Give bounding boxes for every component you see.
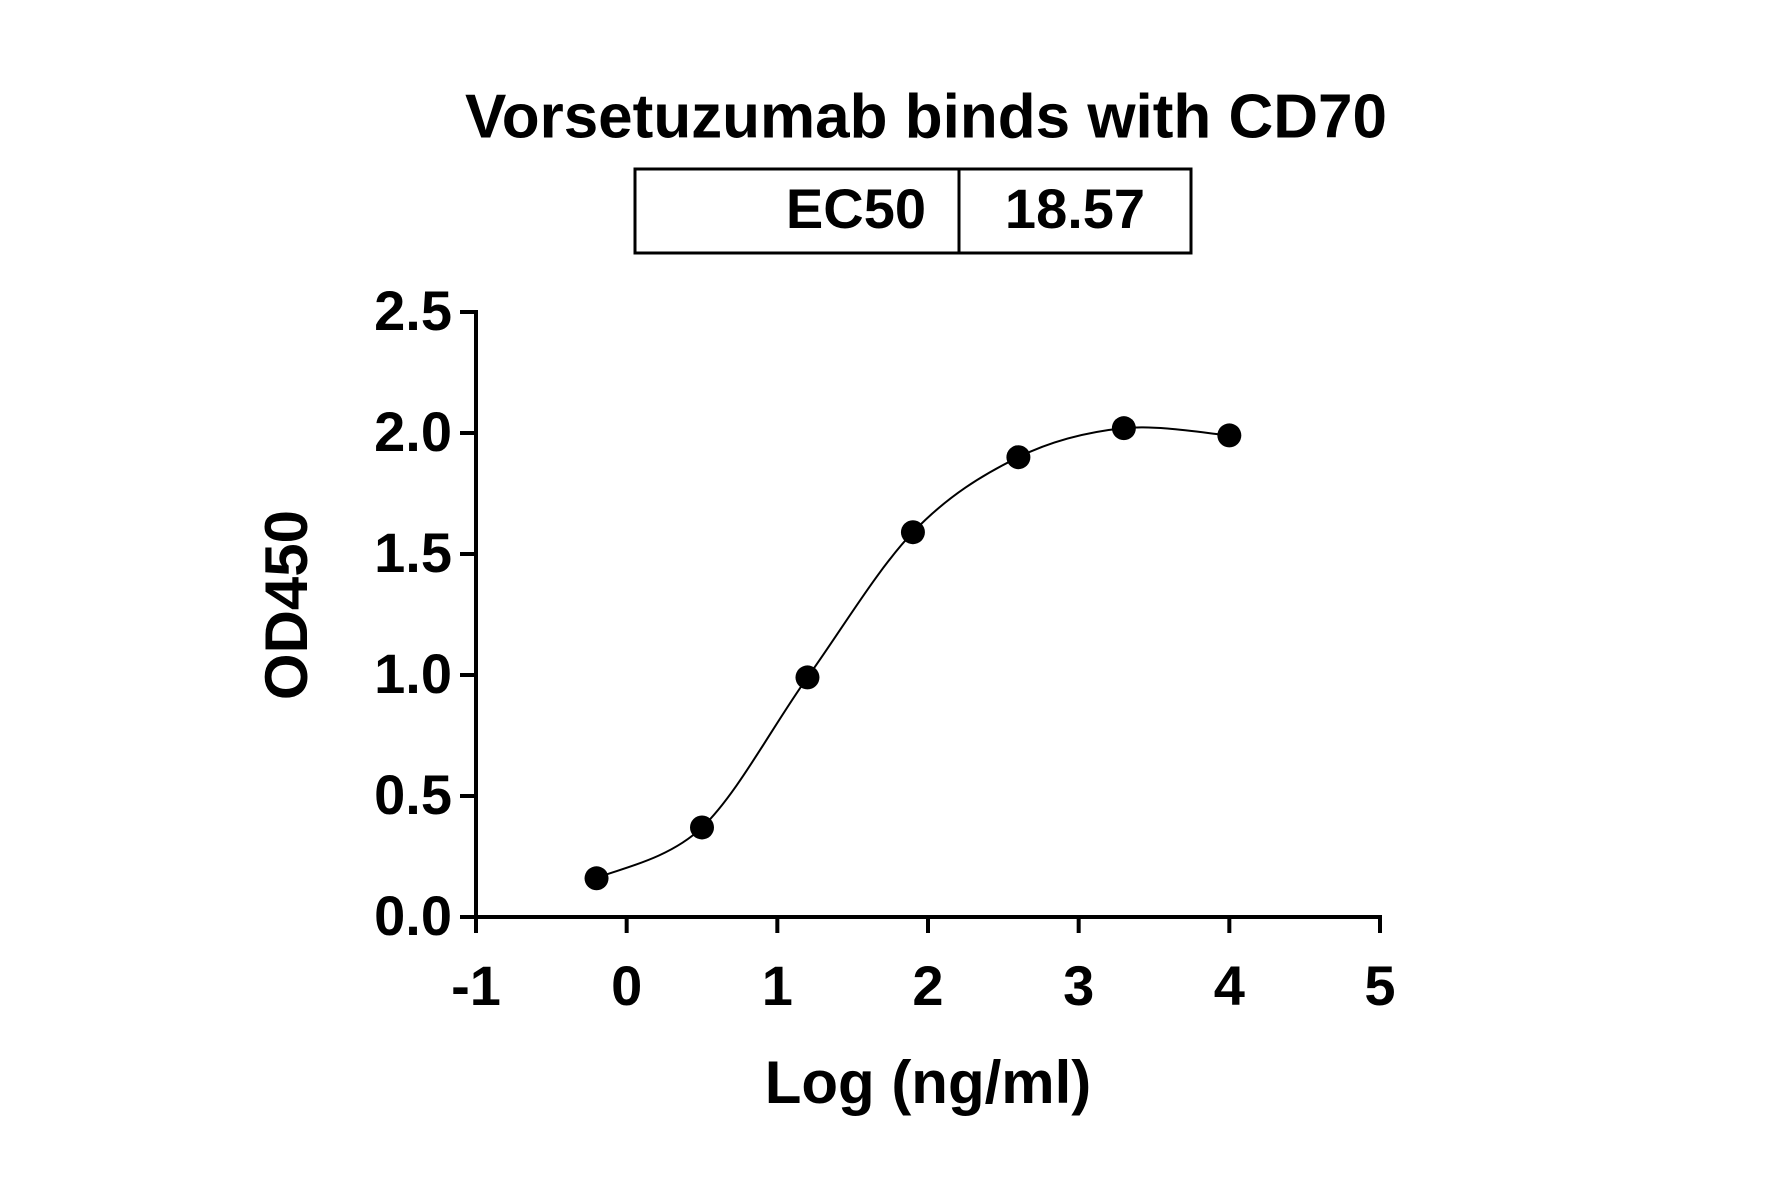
fit-curve [596, 426, 1230, 880]
x-tick-label: 2 [912, 954, 943, 1017]
x-tick-label: 4 [1214, 954, 1245, 1017]
x-tick-label: 3 [1063, 954, 1094, 1017]
data-point [584, 866, 609, 891]
y-tick-label: 1.5 [374, 521, 452, 584]
y-tick-label: 1.0 [374, 642, 452, 705]
data-point [1111, 416, 1136, 441]
ec50-value: 18.57 [1005, 177, 1145, 240]
y-tick-label: 0.0 [374, 884, 452, 947]
y-tick-label: 2.0 [374, 400, 452, 463]
x-tick-label: -1 [451, 954, 501, 1017]
x-tick-label: 1 [762, 954, 793, 1017]
x-tick-label: 5 [1364, 954, 1395, 1017]
data-point [900, 520, 925, 545]
ec50-box [633, 167, 1193, 255]
data-point [690, 815, 714, 840]
y-tick-label: 2.5 [374, 279, 452, 342]
ec50-label: EC50 [786, 177, 926, 240]
y-axis-label: OD450 [253, 510, 320, 700]
data-point [1217, 423, 1242, 448]
data-point [1006, 445, 1031, 470]
data-point [795, 665, 820, 690]
y-tick-label: 0.5 [374, 763, 452, 826]
x-axis-label: Log (ng/ml) [765, 1049, 1092, 1116]
chart-title: Vorsetuzumab binds with CD70 [465, 82, 1387, 151]
x-tick-label: 0 [611, 954, 642, 1017]
